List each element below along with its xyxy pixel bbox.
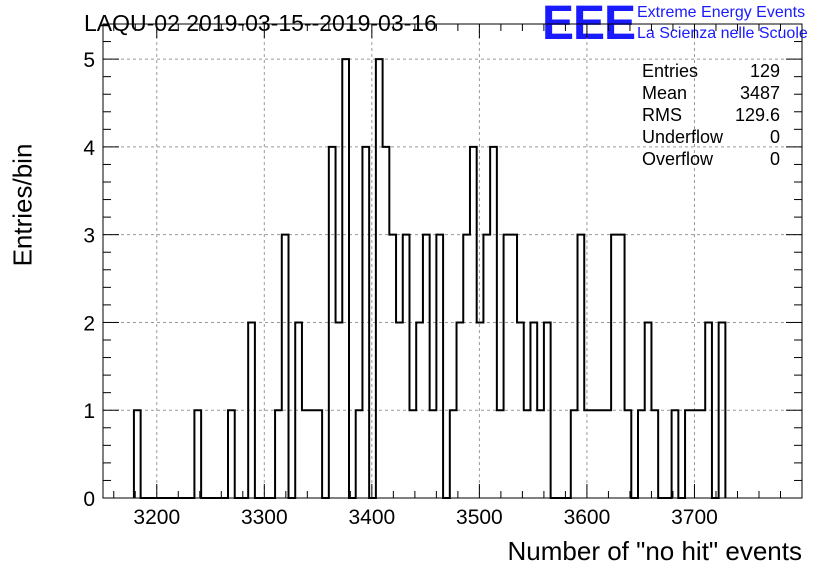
stats-label: Overflow [642, 149, 714, 169]
stats-value: 129.6 [734, 105, 780, 125]
logo-line-2: La Scienza nelle Scuole [637, 25, 808, 42]
logo-line-1: Extreme Energy Events [637, 4, 806, 21]
y-tick-label: 3 [83, 225, 95, 248]
logo-mark: EEE [542, 0, 636, 50]
chart-title: LAQU-02 2019-03-15--2019-03-16 [84, 10, 437, 36]
stats-value: 0 [769, 149, 780, 169]
x-axis-label: Number of "no hit" events [507, 536, 803, 566]
x-tick-label: 3700 [671, 506, 718, 529]
y-tick-label: 2 [83, 312, 95, 335]
stats-value: 129 [749, 61, 780, 81]
y-tick-label: 4 [83, 137, 95, 160]
x-tick-label: 3600 [564, 506, 611, 529]
x-tick-label: 3300 [241, 506, 288, 529]
stats-row-rms: RMS 129.6 [642, 104, 780, 126]
stats-row-entries: Entries 129 [642, 60, 780, 82]
x-tick-label: 3400 [348, 506, 395, 529]
y-tick-label: 0 [83, 488, 95, 511]
stats-box: Entries 129 Mean 3487 RMS 129.6 Underflo… [642, 60, 780, 170]
histogram-series [132, 58, 727, 499]
stats-row-overflow: Overflow 0 [642, 148, 780, 170]
y-tick-label: 5 [83, 49, 95, 72]
x-tick-label: 3200 [133, 506, 180, 529]
stats-label: RMS [642, 105, 682, 125]
stats-value: 0 [769, 127, 780, 147]
stats-label: Mean [642, 83, 688, 103]
x-tick-label: 3500 [456, 506, 503, 529]
stats-row-underflow: Underflow 0 [642, 126, 780, 148]
stats-label: Underflow [642, 127, 724, 147]
stats-row-mean: Mean 3487 [642, 82, 780, 104]
stats-label: Entries [642, 61, 699, 81]
eee-logo: EEE Extreme Energy Events La Scienza nel… [542, 0, 832, 50]
plot-frame [102, 23, 803, 499]
y-tick-label: 1 [83, 400, 95, 423]
stats-value: 3487 [739, 83, 780, 103]
